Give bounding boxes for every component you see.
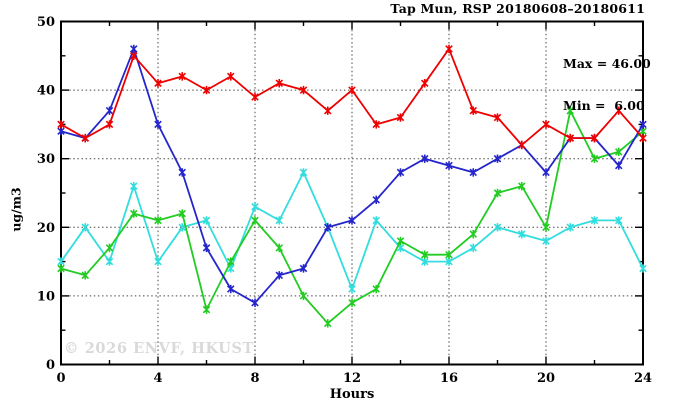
x-tick-label: 20 — [537, 371, 555, 386]
y-tick-label: 50 — [37, 15, 55, 30]
x-tick-label: 0 — [56, 371, 65, 386]
x-tick-label: 8 — [250, 371, 259, 386]
x-tick-label: 12 — [343, 371, 361, 386]
x-tick-label: 4 — [153, 371, 162, 386]
series-red-day-markers — [57, 44, 647, 150]
y-tick-label: 10 — [37, 289, 55, 304]
x-tick-label: 16 — [440, 371, 458, 386]
y-tick-label: 20 — [37, 221, 55, 236]
y-axis-label: ug/m3 — [8, 187, 24, 232]
chart-title: Tap Mun, RSP 20180608–20180611 — [390, 1, 645, 16]
series-green-day-markers — [57, 106, 647, 328]
stats-annotation: Max = 46.00 Min = 6.00 — [563, 29, 651, 141]
min-stat-label: Min = 6.00 — [563, 98, 645, 113]
y-tick-label: 30 — [37, 152, 55, 167]
watermark: © 2026 ENVF, HKUST — [64, 340, 254, 357]
x-tick-label: 24 — [634, 371, 652, 386]
x-axis-label: Hours — [329, 387, 375, 402]
max-stat-label: Max = 46.00 — [563, 56, 651, 71]
y-tick-label: 40 — [37, 84, 55, 99]
y-tick-label: 0 — [46, 358, 55, 373]
